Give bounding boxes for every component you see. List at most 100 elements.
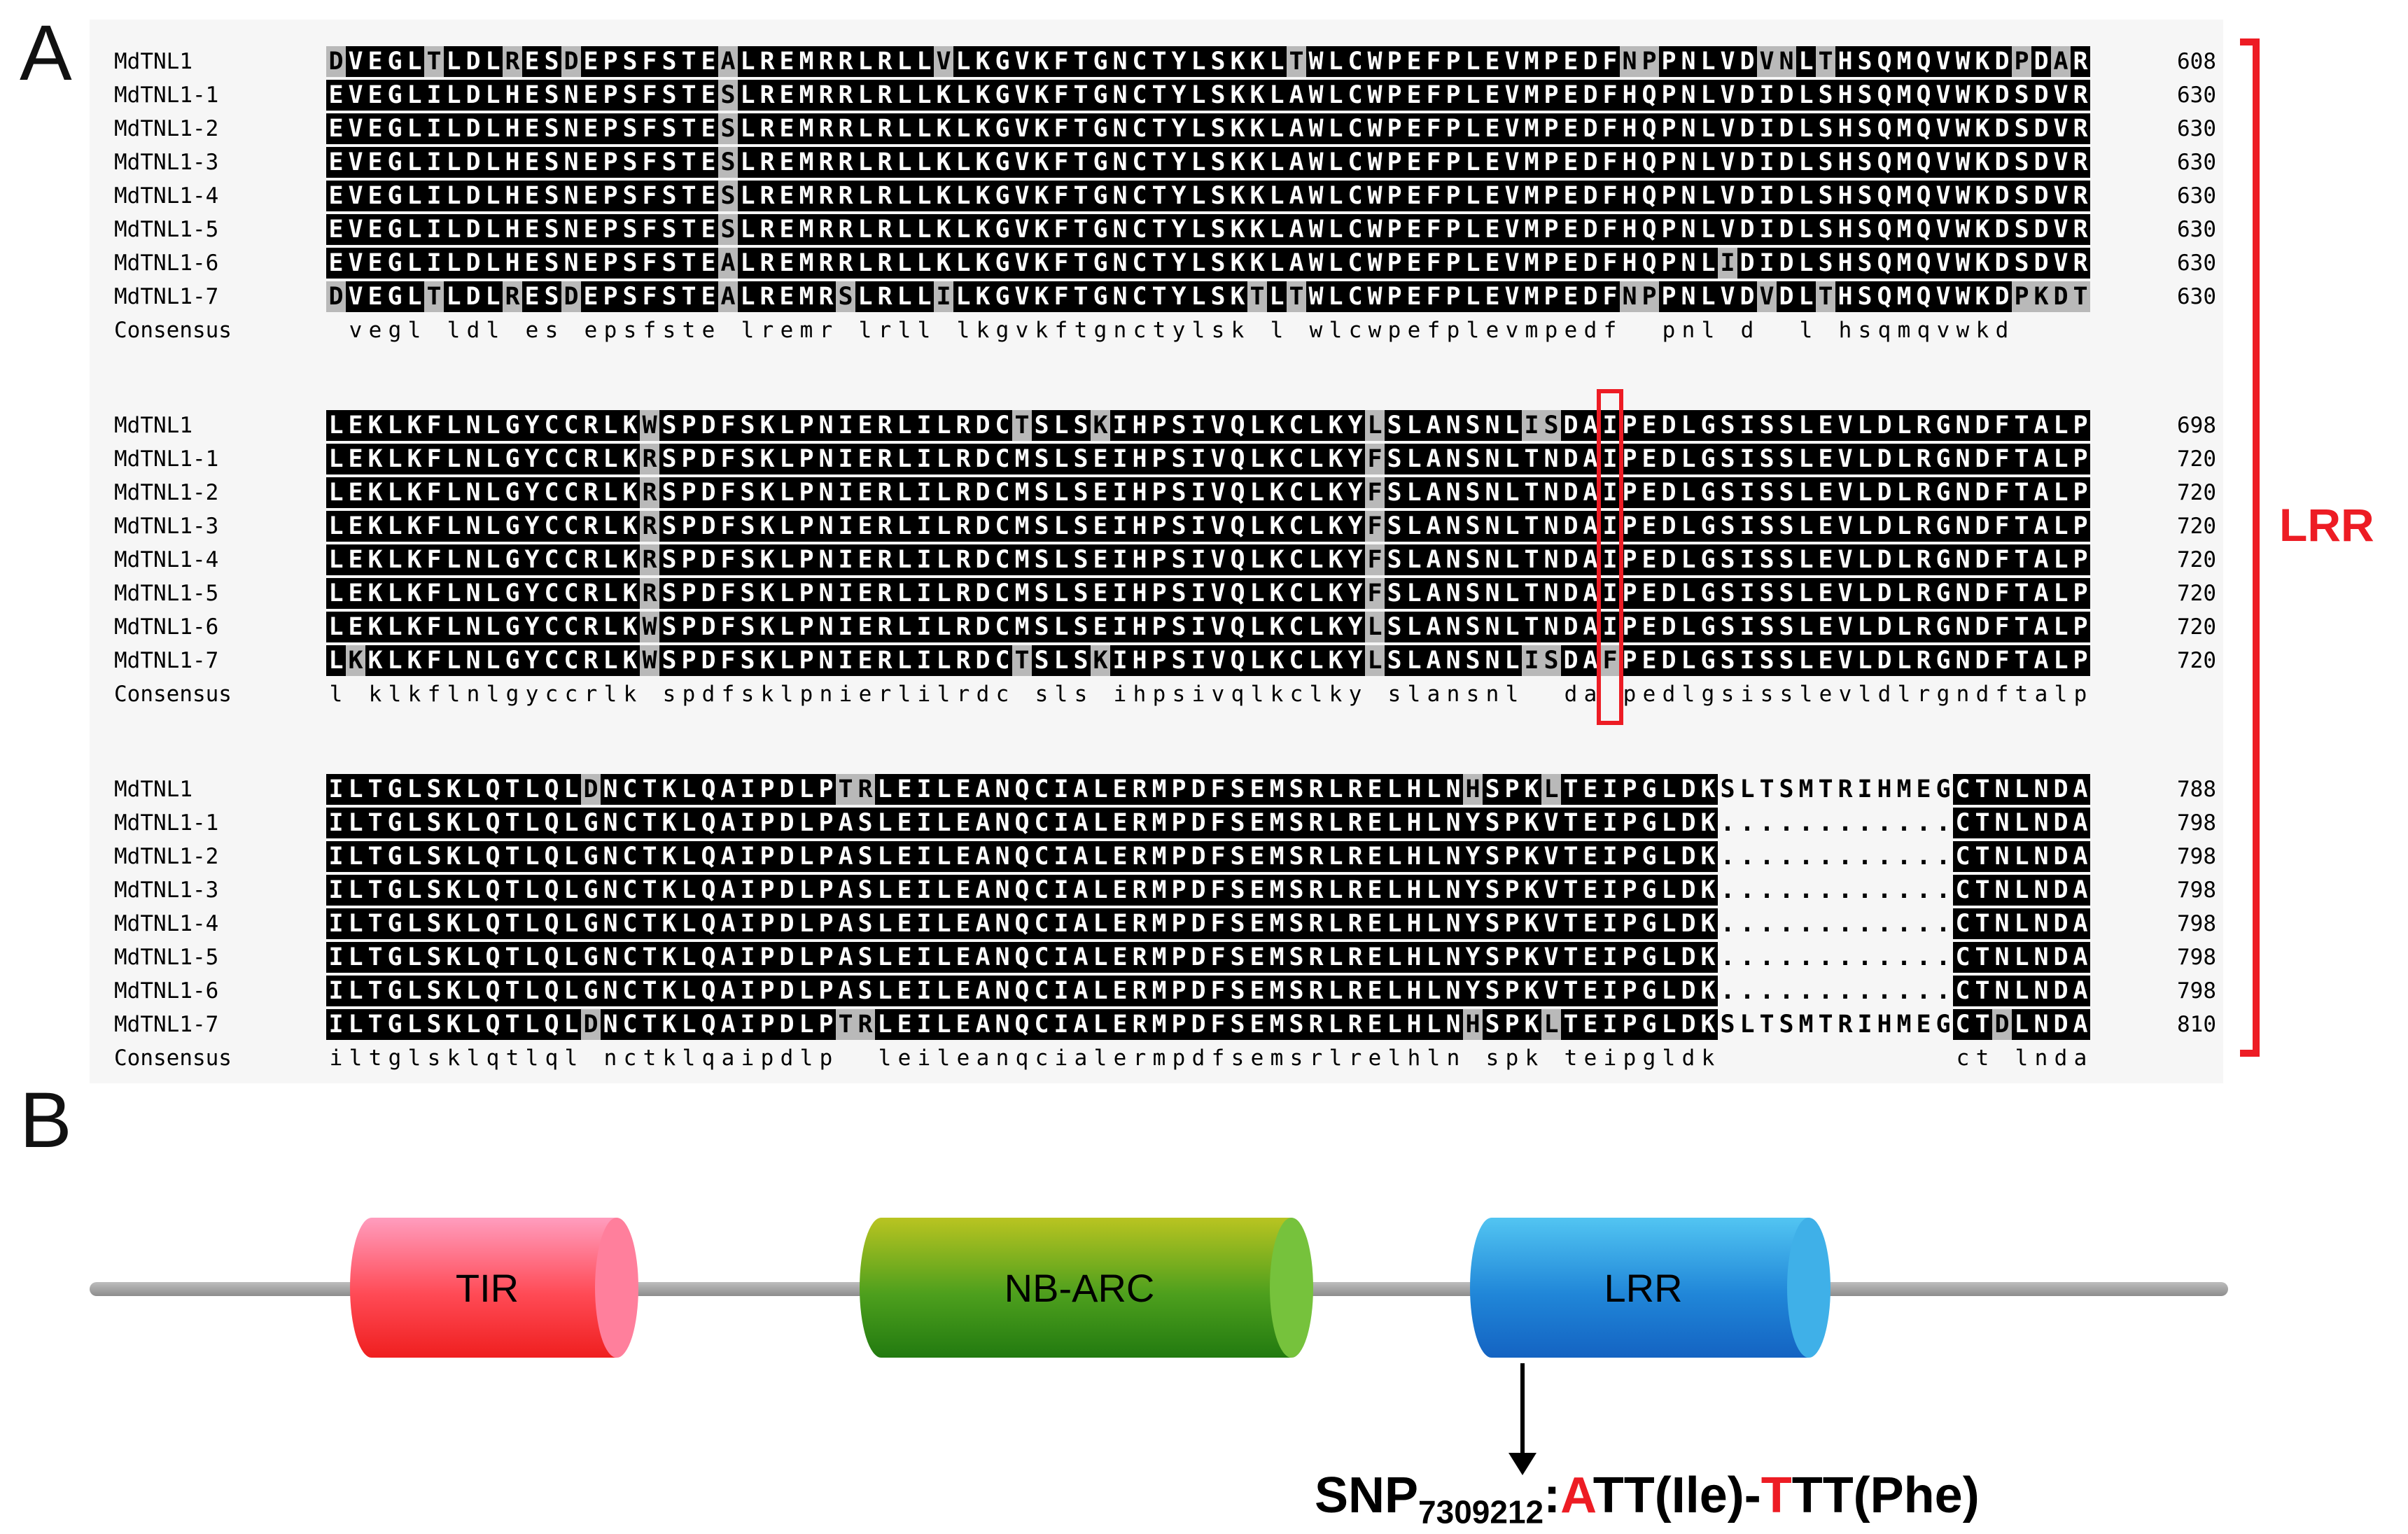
consensus-residue (1718, 1043, 1737, 1074)
consensus-residue: l (1799, 318, 1813, 343)
residue: C (1345, 248, 1365, 279)
residue: E (581, 80, 601, 111)
alignment-blocks: MdTNL1 D V E G L T L D L R E S D E P S F S T E A L R E M R R L R L L V L K… (90, 45, 2223, 1075)
residue: T (679, 80, 699, 111)
residue: R (875, 281, 895, 312)
residue: D (1189, 808, 1208, 838)
residue: S (1463, 544, 1483, 575)
residue: P (1502, 841, 1522, 872)
residue: K (1973, 46, 1992, 77)
residue: T (1149, 214, 1169, 245)
residue: S (718, 214, 738, 245)
residue: G (1091, 214, 1110, 245)
residue: K (1247, 113, 1267, 144)
residue: G (993, 147, 1012, 178)
residue: K (659, 808, 679, 838)
residue: S (1855, 214, 1875, 245)
lrr-bracket-label: LRR (2279, 499, 2374, 551)
residue: E (1365, 774, 1385, 805)
residue: M (1012, 612, 1032, 642)
residue: T (1973, 808, 1992, 838)
residue: N (1443, 908, 1463, 939)
residue: D (1992, 147, 2012, 178)
residue: L (601, 410, 620, 441)
residue: T (503, 774, 522, 805)
residue: N (993, 875, 1012, 906)
residue: S (1816, 214, 1835, 245)
residue: K (757, 578, 777, 609)
residue: C (1287, 578, 1306, 609)
residue: E (1247, 942, 1267, 973)
residue: F (1208, 908, 1228, 939)
residue: S (1855, 147, 1875, 178)
residue: H (503, 214, 522, 245)
consensus-residue: g (1093, 318, 1107, 343)
consensus-residue: t (2015, 682, 2029, 707)
residue: K (1973, 80, 1992, 111)
snp-allele2-rest: TT(Phe) (1791, 1468, 1980, 1524)
residue: K (1267, 410, 1287, 441)
residue: E (1365, 808, 1385, 838)
residue: D (1581, 113, 1600, 144)
residue: L (405, 808, 424, 838)
residue: T (1561, 875, 1581, 906)
residue: D (777, 976, 797, 1006)
residue: E (1816, 612, 1835, 642)
residue: G (1639, 841, 1659, 872)
sequence-name: MdTNL1 (114, 413, 192, 438)
residue: W (1953, 248, 1973, 279)
residue: E (1404, 181, 1424, 211)
residue: R (875, 544, 895, 575)
residue: L (1189, 80, 1208, 111)
residue: L (1855, 477, 1875, 508)
consensus-residue (2051, 315, 2071, 346)
residue: E (1483, 214, 1502, 245)
residue: K (1522, 1009, 1541, 1040)
residue: D (1777, 113, 1796, 144)
residue: D (1189, 976, 1208, 1006)
residue: L (601, 477, 620, 508)
residue: M (1894, 214, 1914, 245)
residue: L (1796, 214, 1816, 245)
residue: L (1385, 875, 1404, 906)
residue: . (1837, 876, 1853, 904)
residue: G (1933, 612, 1953, 642)
residue: L (895, 147, 914, 178)
residue: P (1385, 181, 1404, 211)
residue: E (365, 80, 385, 111)
residue: L (483, 444, 503, 474)
residue: G (1933, 477, 1953, 508)
residue: F (1424, 80, 1443, 111)
residue: L (1502, 645, 1522, 676)
residue: S (1855, 281, 1875, 312)
residue: L (895, 544, 914, 575)
residue: L (346, 841, 365, 872)
residue: M (1896, 775, 1912, 803)
residue: R (503, 46, 522, 77)
residue: R (2071, 181, 2090, 211)
residue: C (561, 544, 581, 575)
residue: N (1953, 612, 1973, 642)
residue: I (914, 875, 934, 906)
residue: . (1896, 910, 1912, 938)
residue: L (738, 281, 757, 312)
residue: I (1110, 544, 1130, 575)
residue: I (1737, 544, 1757, 575)
residue: E (581, 181, 601, 211)
consensus-residue (1463, 1043, 1483, 1074)
residue: D (699, 477, 718, 508)
residue: D (1777, 281, 1796, 312)
residue: E (855, 544, 875, 575)
residue: P (2071, 477, 2090, 508)
residue: K (444, 774, 463, 805)
residue: P (1443, 281, 1463, 312)
residue: K (365, 645, 385, 676)
residue: R (875, 410, 895, 441)
residue: L (1796, 612, 1816, 642)
residue: E (581, 248, 601, 279)
residue: H (1835, 181, 1855, 211)
residue: K (1522, 942, 1541, 973)
residue: S (620, 147, 640, 178)
residue: K (1091, 645, 1110, 676)
consensus-residue: d (1191, 1046, 1205, 1071)
